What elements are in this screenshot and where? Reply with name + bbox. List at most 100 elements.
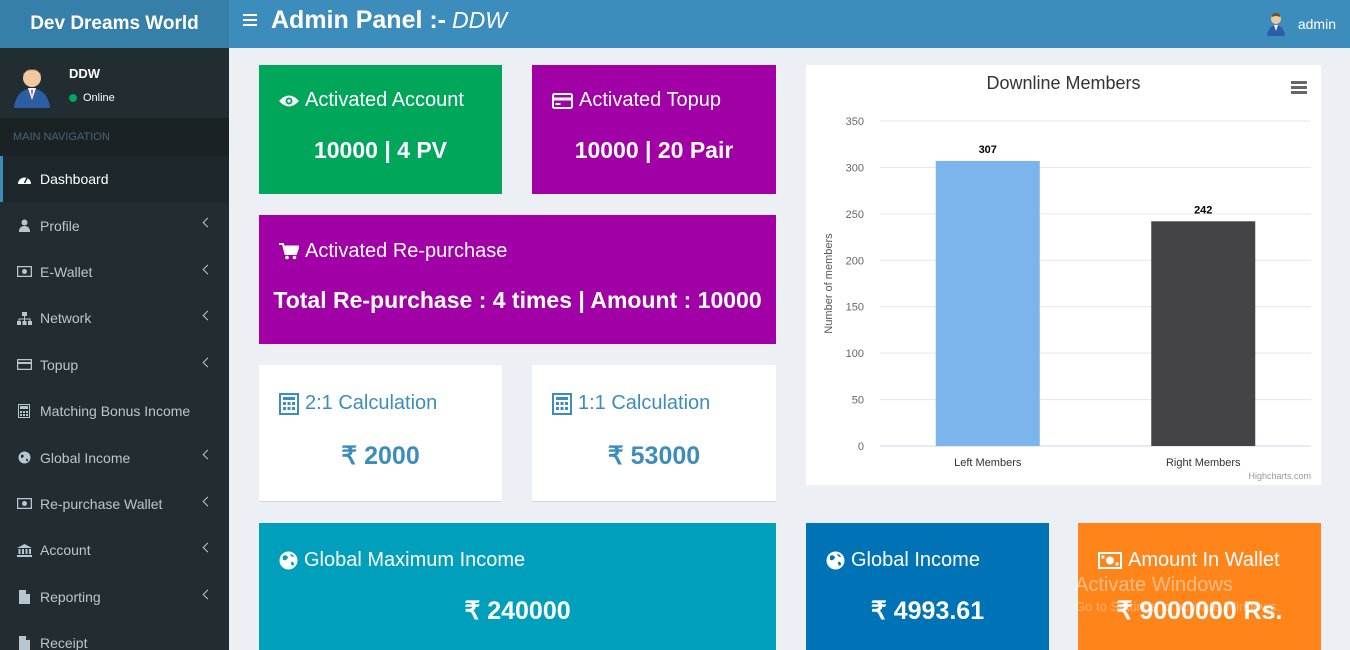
sidebar-item-label: Account bbox=[40, 542, 91, 559]
user-name: admin bbox=[1297, 16, 1336, 32]
chevron-left-icon bbox=[202, 496, 213, 507]
y-tick-label: 300 bbox=[846, 162, 864, 174]
chart-svg: 0 50 100 150 200 250 300 350 307 Left Members 242 R… bbox=[823, 116, 1311, 481]
windows-watermark-sub: Go to Settings to activate Windows. bbox=[1075, 599, 1281, 614]
chevron-left-icon bbox=[202, 449, 213, 460]
top-navbar: Admin Panel :- DDW admin bbox=[229, 0, 1350, 48]
page-subtitle: DDW bbox=[452, 7, 507, 33]
sidebar-item-topup[interactable]: Topup bbox=[0, 342, 229, 388]
brand-name: Dev Dreams World bbox=[30, 13, 199, 34]
card-value-text: 240000 bbox=[487, 597, 571, 625]
card-value-text: 2000 bbox=[364, 442, 420, 470]
chevron-left-icon bbox=[202, 589, 213, 599]
calculator-icon bbox=[279, 392, 299, 415]
sidebar-item-label: Profile bbox=[40, 217, 80, 234]
rupee-icon: ₹ bbox=[607, 442, 624, 470]
sidebar-item-global-income[interactable]: Global Income bbox=[0, 434, 229, 480]
sidebar-item-receipt[interactable]: Receipt bbox=[0, 620, 229, 650]
card-title-text: Activated Account bbox=[305, 89, 464, 111]
chevron-left-icon bbox=[202, 310, 213, 321]
user-panel: DDW Online bbox=[0, 48, 229, 118]
sidebar-item-label: E-Wallet bbox=[40, 263, 93, 280]
page-title-text: Admin Panel :- bbox=[271, 6, 447, 34]
sidebar-item-label: Matching Bonus Income bbox=[40, 403, 191, 420]
dashboard-icon bbox=[16, 172, 32, 186]
sidebar-item-re-purchase-wallet[interactable]: Re-purchase Wallet bbox=[0, 481, 229, 527]
calculator-icon bbox=[16, 404, 32, 419]
sidebar-item-e-wallet[interactable]: E-Wallet bbox=[0, 249, 229, 295]
card-value-text: 53000 bbox=[630, 442, 701, 470]
sidebar-item-label: Re-purchase Wallet bbox=[40, 495, 163, 512]
card-value-text: 9000000 Rs. bbox=[1139, 597, 1283, 625]
downline-members-chart: 0 50 100 150 200 250 300 350 307 Left Members 242 R… bbox=[806, 65, 1321, 485]
y-tick-label: 0 bbox=[858, 441, 864, 453]
card-title-text: Activated Re-purchase bbox=[305, 240, 508, 262]
card-title-text: Activated Topup bbox=[579, 89, 721, 111]
global-maximum-income-card: Global Maximum Income ₹ 240000 bbox=[259, 523, 776, 650]
card-value: 10000 | 20 Pair bbox=[574, 137, 734, 163]
chart-menu-icon[interactable] bbox=[1291, 81, 1307, 94]
user-menu[interactable]: admin bbox=[1266, 12, 1336, 36]
x-tick-label: Left Members bbox=[954, 457, 1022, 469]
card-title: Global Maximum Income bbox=[279, 549, 525, 572]
money-icon bbox=[16, 497, 32, 511]
globe-icon bbox=[16, 451, 32, 465]
sitemap-icon bbox=[16, 311, 32, 325]
card-value: ₹ 9000000 Rs. bbox=[1078, 596, 1321, 626]
sidebar-item-label: Topup bbox=[40, 356, 79, 373]
x-tick-label: Right Members bbox=[1166, 457, 1241, 469]
card-title-text: Global Income bbox=[851, 549, 980, 571]
calc-2-1-card: 2:1 Calculation ₹ 2000 bbox=[259, 365, 502, 502]
eye-icon bbox=[279, 94, 299, 108]
credit-card-icon bbox=[552, 92, 573, 109]
file-icon bbox=[16, 636, 32, 650]
card-title-text: 1:1 Calculation bbox=[578, 392, 711, 414]
amount-in-wallet-card: Amount In Wallet ₹ 9000000 Rs. bbox=[1078, 523, 1321, 650]
sidebar-item-matching-bonus-income[interactable]: Matching Bonus Income bbox=[0, 388, 229, 434]
activated-repurchase-card: Activated Re-purchase Total Re-purchase … bbox=[259, 215, 776, 344]
sidebar-item-label: Network bbox=[40, 310, 92, 327]
global-income-card: Global Income ₹ 4993.61 bbox=[806, 523, 1049, 650]
sidebar-toggle-icon[interactable] bbox=[243, 14, 257, 26]
chart-bar bbox=[935, 160, 1040, 446]
page-title: Admin Panel :- DDW bbox=[271, 6, 507, 35]
y-tick-label: 50 bbox=[852, 395, 864, 407]
globe-icon bbox=[826, 551, 845, 570]
sidebar-user-name: DDW bbox=[69, 66, 101, 81]
rupee-icon: ₹ bbox=[1116, 597, 1133, 625]
chart-bar bbox=[1151, 221, 1256, 446]
card-value: ₹ 240000 bbox=[259, 596, 776, 626]
money-icon bbox=[1098, 552, 1122, 569]
brand-logo[interactable]: Dev Dreams World bbox=[0, 0, 229, 48]
cart-icon bbox=[279, 243, 299, 260]
sidebar: DDW Online MAIN NAVIGATION Dashboard Pro… bbox=[0, 48, 229, 650]
sidebar-item-profile[interactable]: Profile bbox=[0, 202, 229, 248]
card-title: Activated Account bbox=[279, 89, 464, 112]
chevron-left-icon bbox=[202, 542, 213, 553]
sidebar-item-label: Dashboard bbox=[40, 171, 109, 188]
calculator-icon bbox=[552, 392, 572, 415]
calc-1-1-card: 1:1 Calculation ₹ 53000 bbox=[532, 365, 776, 502]
card-value: Total Re-purchase : 4 times | Amount : 1… bbox=[273, 287, 762, 313]
card-title: 1:1 Calculation bbox=[552, 392, 710, 415]
online-dot-icon bbox=[69, 94, 77, 102]
card-value: ₹ 4993.61 bbox=[806, 596, 1049, 626]
card-title-text: Global Maximum Income bbox=[304, 549, 526, 571]
card-title: 2:1 Calculation bbox=[279, 392, 437, 415]
avatar bbox=[14, 69, 50, 108]
card-title-text: 2:1 Calculation bbox=[305, 392, 438, 414]
sidebar-item-reporting[interactable]: Reporting bbox=[0, 574, 229, 620]
activated-account-card: Activated Account 10000 | 4 PV bbox=[259, 65, 502, 194]
y-tick-label: 250 bbox=[846, 209, 864, 221]
sidebar-item-label: Global Income bbox=[40, 449, 131, 466]
sidebar-item-dashboard[interactable]: Dashboard bbox=[0, 156, 229, 203]
sidebar-item-account[interactable]: Account bbox=[0, 527, 229, 573]
credit-card-icon bbox=[16, 358, 32, 372]
data-label: 307 bbox=[979, 144, 997, 156]
user-icon bbox=[16, 219, 32, 233]
y-axis-label: Number of members bbox=[823, 233, 835, 334]
rupee-icon: ₹ bbox=[341, 442, 358, 470]
sidebar-item-network[interactable]: Network bbox=[0, 295, 229, 341]
card-value: 10000 | 4 PV bbox=[313, 137, 448, 163]
money-icon bbox=[16, 265, 32, 279]
